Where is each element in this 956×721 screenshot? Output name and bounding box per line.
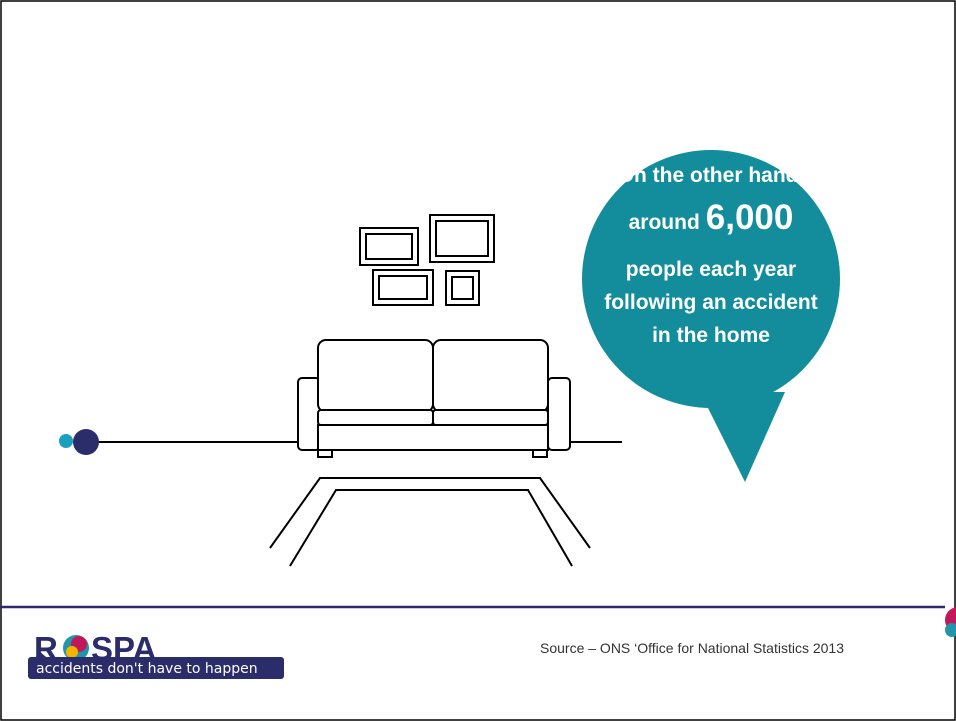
logo-tagline: accidents don't have to happen [36, 661, 258, 677]
bubble-line: following an accident [604, 291, 818, 314]
navy-dot [73, 429, 99, 455]
bubble-line: around 6,000 [629, 198, 794, 237]
bubble-number: 6,000 [706, 198, 794, 237]
source-note: Source – ONS ‘Office for National Statis… [540, 640, 844, 656]
corner-dot [945, 607, 956, 637]
logo: R SPA accidents don't have to happen [28, 630, 284, 679]
picture-frames [359, 214, 495, 306]
rug [269, 477, 591, 567]
bubble-line: in the home [652, 324, 770, 347]
bubble-line: On the other hand, [618, 164, 805, 187]
speech-bubble [582, 150, 840, 482]
bubble-line: people each year [626, 258, 796, 281]
sofa [297, 339, 571, 458]
bubble-line: around [629, 211, 700, 234]
teal-dot [59, 434, 73, 448]
